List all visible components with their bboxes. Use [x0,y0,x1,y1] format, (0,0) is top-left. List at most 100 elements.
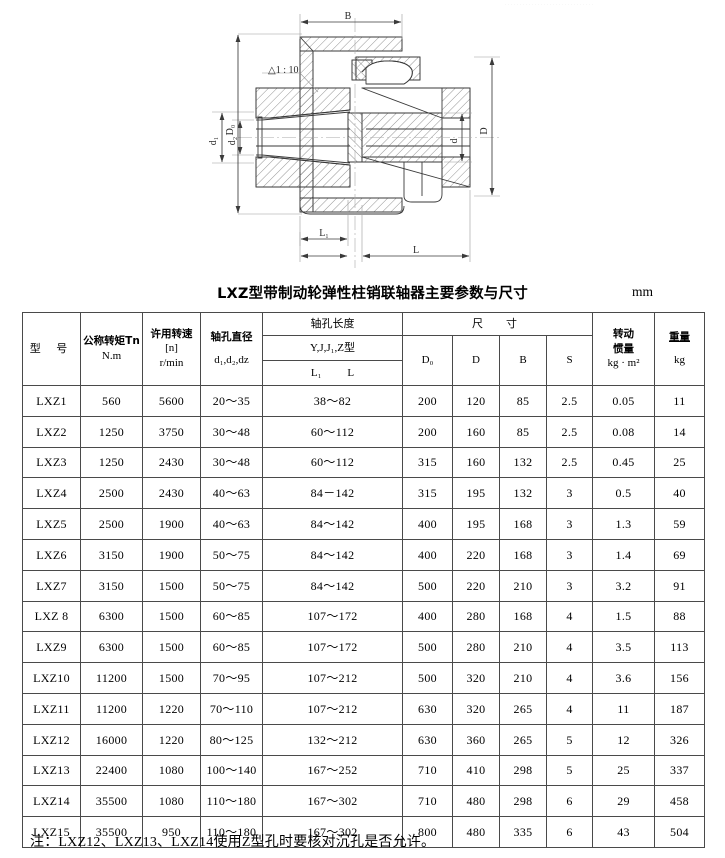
cell-speed: 1500 [142,662,201,694]
cell-weight: 88 [654,600,705,633]
cell-D: 160 [452,415,500,448]
header-inertia-cn-1: 转动 [613,328,634,341]
table-row: LXZ12 16000 1220 80～125 132～212 630 360 265 5 12 3… [22,723,705,756]
cell-S: 2.5 [546,446,593,479]
table-row: LXZ6 3150 1900 50～75 84～142 400 220 168 3 1.4 69 [22,538,705,571]
cell-torque: 2500 [80,477,143,510]
cell-bore-diameter: 80～125 [200,723,263,756]
table-row: LXZ 8 6300 1500 60～85 107～172 400 280 168 4 1.5 88 [22,600,705,633]
cell-model: LXZ13 [22,754,81,787]
cell-bore-diameter: 60～85 [200,600,263,633]
header-S-label: S [566,354,573,367]
cell-bore-length: 60～112 [262,446,403,479]
cell-D: 280 [452,600,500,633]
cell-torque: 1250 [80,446,143,479]
cell-B: 85 [499,385,547,417]
cell-weight: 11 [654,385,705,417]
cell-inertia: 11 [592,692,655,725]
cell-weight: 156 [654,662,705,694]
header-B: B [499,335,547,386]
cell-S: 3 [546,538,593,571]
header-bore-length-sub: L₁ L [262,360,403,386]
header-dimensions: 尺 寸 [402,312,593,336]
parameters-table: 型 号 公称转矩Tn N.m 许用转速 [n] r/min 轴孔直径 d₁,d₂… [22,312,705,848]
header-D: D [452,335,500,386]
header-speed: 许用转速 [n] r/min [142,312,201,386]
cell-D0: 500 [402,631,453,664]
cell-D0: 400 [402,600,453,633]
cell-D0: 315 [402,477,453,510]
cell-inertia: 43 [592,816,655,848]
coupling-cross-section-svg: B △1 : 10 D₀ d₁ d₂ d D L₁ L [208,11,500,268]
cell-bore-diameter: 60～85 [200,631,263,664]
cell-inertia: 0.08 [592,415,655,448]
header-S: S [546,335,593,386]
header-bore-length-types: Y,J,J₁,Z型 [262,335,403,361]
header-model-label: 型 号 [29,341,74,355]
table-row: LXZ14 35500 1080 110～180 167～302 710 480 298 6 29… [22,785,705,818]
cell-speed: 5600 [142,385,201,417]
clipped-top-text: ………………………… [504,0,594,5]
cell-bore-diameter: 40～63 [200,508,263,540]
table-header: 型 号 公称转矩Tn N.m 许用转速 [n] r/min 轴孔直径 d₁,d₂… [22,312,705,386]
cell-inertia: 29 [592,785,655,818]
cell-speed: 2430 [142,446,201,479]
dimension-label-B: B [345,11,352,22]
cell-weight: 187 [654,692,705,725]
cell-bore-diameter: 20～35 [200,385,263,417]
cell-D0: 630 [402,692,453,725]
header-inertia-cn-2: 惯量 [613,342,634,355]
header-torque-cn: 公称转矩Tn [83,335,140,348]
cell-torque: 1250 [80,415,143,448]
cell-bore-length: 107～212 [262,662,403,694]
unit-label: mm [631,284,653,299]
table-body: LXZ1 560 5600 20～35 38～82 200 120 85 2.5 0.05 11 LX… [22,385,705,848]
cell-D0: 400 [402,538,453,571]
cell-S: 4 [546,662,593,694]
cell-speed: 1500 [142,600,201,633]
coupling-drawing: B △1 : 10 D₀ d₁ d₂ d D L₁ L [0,0,725,275]
cell-D: 195 [452,508,500,540]
header-D0: D₀ [402,335,453,386]
cell-torque: 16000 [80,723,143,756]
cell-bore-length: 84～142 [262,569,403,602]
cell-B: 168 [499,508,547,540]
table-note: 注：LXZ12、LXZ13、LXZ14使用Z型孔时要核对沉孔是否允许。 [30,835,436,850]
cell-S: 4 [546,631,593,664]
cell-model: LXZ6 [22,538,81,571]
cell-inertia: 0.05 [592,385,655,417]
header-bore-length-label: 轴孔长度 [310,316,355,330]
cell-bore-length: 107～172 [262,631,403,664]
cell-bore-diameter: 100～140 [200,754,263,787]
cell-weight: 326 [654,723,705,756]
cell-model: LXZ12 [22,723,81,756]
cell-S: 2.5 [546,415,593,448]
cell-speed: 1220 [142,692,201,725]
cell-D: 320 [452,692,500,725]
cell-inertia: 0.45 [592,446,655,479]
dimension-label-taper: △1 : 10 [268,65,298,76]
cell-S: 5 [546,754,593,787]
cell-D: 280 [452,631,500,664]
title-row: LXZ型带制动轮弹性柱销联轴器主要参数与尺寸 mm [0,282,725,306]
cell-D: 410 [452,754,500,787]
cell-speed: 1500 [142,569,201,602]
cell-D0: 500 [402,569,453,602]
cell-B: 265 [499,723,547,756]
cell-weight: 69 [654,538,705,571]
cell-D0: 500 [402,662,453,694]
table-row: LXZ1 560 5600 20～35 38～82 200 120 85 2.5 0.05 11 [22,385,705,417]
cell-model: LXZ9 [22,631,81,664]
cell-model: LXZ14 [22,785,81,818]
cell-D0: 710 [402,785,453,818]
header-torque: 公称转矩Tn N.m [80,312,143,386]
cell-D: 480 [452,785,500,818]
cell-bore-diameter: 50～75 [200,538,263,571]
cell-D0: 315 [402,446,453,479]
cell-torque: 22400 [80,754,143,787]
cell-speed: 3750 [142,415,201,448]
cell-bore-length: 132～212 [262,723,403,756]
cell-bore-diameter: 70～110 [200,692,263,725]
dimension-label-d1: d₁ [208,137,219,146]
cell-model: LXZ 8 [22,600,81,633]
